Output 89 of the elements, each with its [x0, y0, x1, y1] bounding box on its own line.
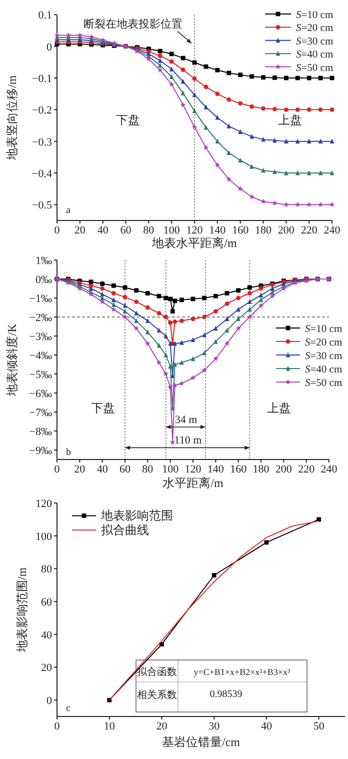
x-tick-label: 140	[207, 464, 224, 476]
x-tick-label: 180	[255, 224, 272, 236]
x-tick-label: 240	[320, 464, 338, 476]
y-tick-label: −0.1	[32, 73, 52, 86]
y-axis-title: 地表竖向位移/m	[5, 74, 19, 161]
x-tick-label: 200	[278, 224, 295, 236]
y-tick-label: −7‰	[29, 407, 52, 419]
y-tick-label: 1‰	[36, 255, 52, 267]
y-tick-label: 0.1	[38, 10, 52, 22]
x-tick-label: 180	[252, 464, 270, 476]
y-axis-title: 地表倾斜度/K	[5, 323, 19, 397]
legend-label: S=30 cm	[296, 36, 334, 48]
y-tick-label: −0.2	[32, 104, 52, 117]
legend-label: S=10 cm	[305, 324, 342, 335]
y-tick-label: −0.4	[32, 168, 52, 180]
y-tick-label: 80	[41, 564, 52, 576]
legend-label: 拟合曲线	[101, 523, 149, 537]
annotation: 上盘	[278, 113, 302, 127]
x-tick-label: 0	[54, 720, 60, 732]
y-axis-title: 地表影响范围/m	[15, 566, 29, 654]
legend-label: 地表影响范围	[100, 508, 173, 523]
y-tick-label: −0.3	[32, 136, 52, 148]
x-tick-label: 240	[324, 224, 341, 236]
annotation: 断裂在地表投影位置	[84, 17, 182, 30]
annotation: 0.98539	[210, 689, 242, 700]
annotation: 34 m	[174, 414, 198, 426]
x-tick-label: 50	[313, 720, 325, 732]
x-tick-label: 160	[232, 224, 250, 236]
legend-label: S=20 cm	[305, 338, 342, 348]
x-axis-title: 地表水平距离/m	[151, 236, 238, 250]
x-tick-label: 40	[97, 224, 109, 236]
annotation: y=C+B1×x+B2×x²+B3×x³	[194, 667, 291, 677]
y-tick-label: −2‰	[29, 312, 52, 324]
y-tick-label: 0	[46, 695, 52, 708]
y-tick-label: 120	[36, 498, 52, 510]
legend-label: S=50 cm	[296, 62, 334, 74]
x-axis-title: 基岩位错量/cm	[162, 735, 241, 749]
y-tick-label: −1‰	[29, 293, 52, 305]
annotation: 拟合函数	[137, 666, 177, 678]
legend-label: S=40 cm	[296, 50, 334, 61]
x-tick-label: 20	[156, 720, 168, 732]
x-tick-label: 100	[163, 224, 180, 236]
annotation: 下盘	[116, 113, 140, 127]
x-tick-label: 40	[96, 464, 108, 476]
x-tick-label: 20	[74, 464, 86, 476]
x-tick-label: 100	[162, 464, 180, 476]
annotation: b	[66, 447, 71, 458]
x-tick-label: 160	[230, 464, 248, 476]
y-tick-label: −8‰	[29, 426, 52, 438]
x-tick-label: 120	[186, 224, 204, 236]
x-tick-label: 80	[143, 224, 155, 236]
x-tick-label: 140	[209, 224, 226, 236]
y-tick-label: 0‰	[36, 274, 52, 286]
legend-label: S=50 cm	[305, 378, 342, 389]
x-tick-label: 40	[260, 720, 272, 732]
y-tick-label: −5‰	[29, 369, 52, 381]
annotation: c	[66, 703, 71, 714]
x-tick-label: 0	[54, 224, 60, 236]
annotation: 相关系数	[137, 689, 177, 701]
y-tick-label: 100	[36, 530, 52, 543]
legend-label: S=20 cm	[296, 23, 334, 34]
y-tick-label: 0	[46, 41, 52, 54]
x-tick-label: 20	[74, 224, 86, 236]
x-tick-label: 120	[184, 464, 202, 476]
x-tick-label: 80	[142, 464, 154, 476]
x-axis-title: 水平距离/m	[162, 476, 224, 490]
annotation: 上盘	[267, 401, 291, 415]
y-tick-label: 40	[41, 629, 52, 642]
legend-label: S=10 cm	[296, 10, 334, 21]
annotation: 下盘	[91, 401, 115, 415]
annotation: 110 m	[174, 434, 202, 446]
x-tick-label: 220	[300, 224, 318, 236]
y-tick-label: 60	[41, 596, 52, 609]
x-tick-label: 60	[120, 464, 131, 476]
annotation: a	[66, 205, 71, 216]
y-tick-label: −0.5	[32, 200, 52, 212]
y-tick-label: −4‰	[29, 350, 52, 362]
y-tick-label: −3‰	[29, 331, 52, 343]
x-tick-label: 60	[120, 224, 132, 236]
y-tick-label: −9‰	[29, 445, 52, 457]
x-tick-label: 10	[104, 720, 116, 732]
x-tick-label: 0	[54, 464, 60, 476]
y-tick-label: 20	[41, 662, 52, 674]
x-tick-label: 30	[208, 720, 220, 732]
legend-label: S=30 cm	[305, 351, 342, 362]
x-tick-label: 200	[275, 464, 292, 476]
y-tick-label: −6‰	[29, 388, 52, 400]
x-tick-label: 220	[298, 464, 316, 476]
legend-label: S=40 cm	[305, 364, 342, 376]
